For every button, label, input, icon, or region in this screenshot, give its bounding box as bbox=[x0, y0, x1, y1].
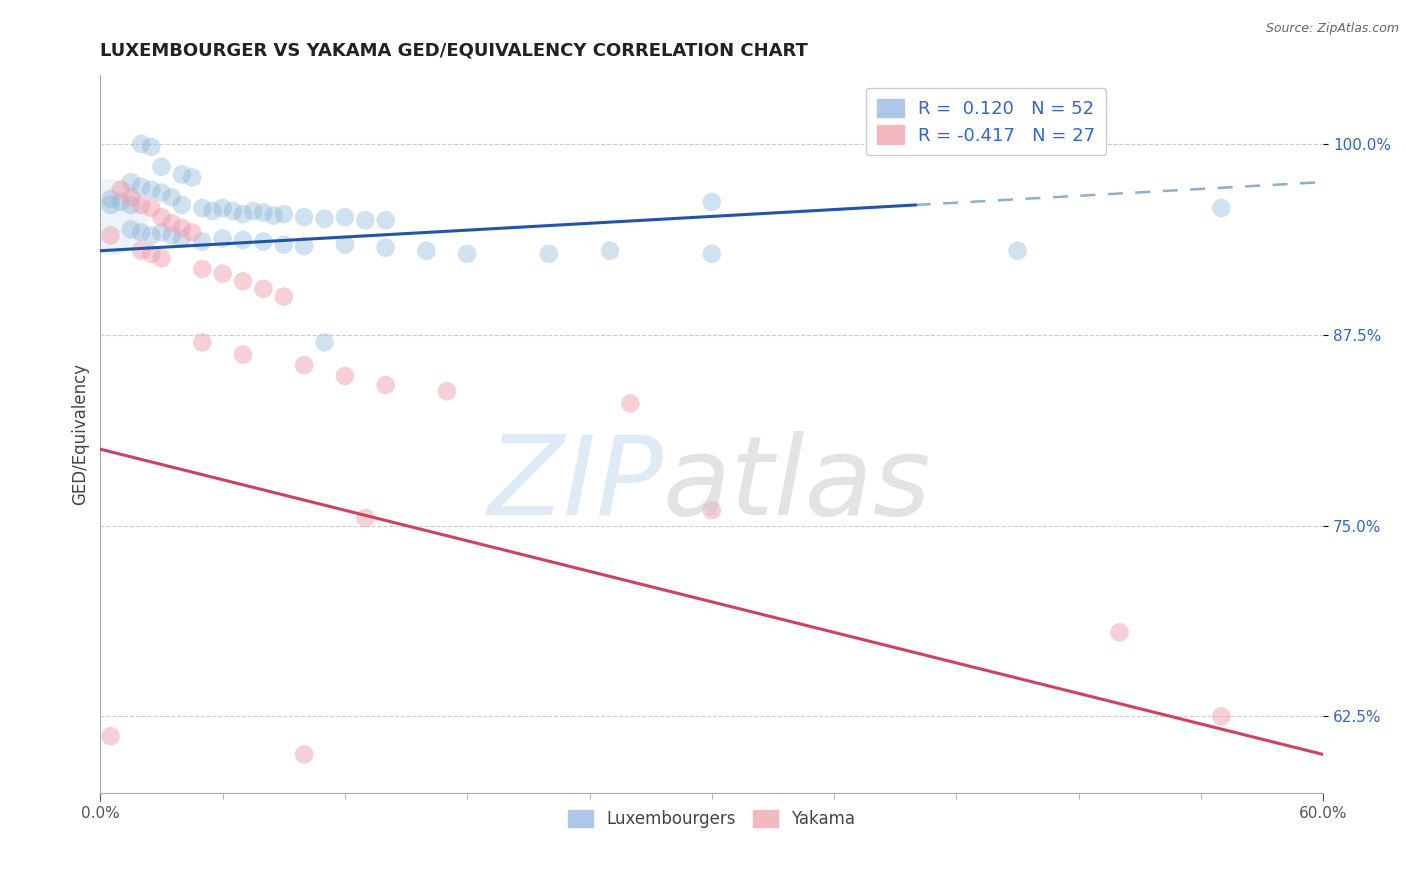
Point bbox=[619, 396, 641, 410]
Point bbox=[1211, 201, 1233, 215]
Point bbox=[170, 220, 193, 235]
Point bbox=[150, 186, 173, 200]
Point bbox=[354, 511, 377, 525]
Point bbox=[333, 368, 356, 383]
Point bbox=[141, 183, 163, 197]
Point bbox=[191, 235, 214, 249]
Point bbox=[120, 190, 142, 204]
Point bbox=[129, 136, 152, 151]
Point bbox=[100, 729, 122, 743]
Point bbox=[211, 201, 233, 215]
Point bbox=[170, 198, 193, 212]
Point bbox=[374, 378, 396, 392]
Point bbox=[1108, 625, 1130, 640]
Point bbox=[150, 226, 173, 240]
Point bbox=[150, 210, 173, 224]
Point bbox=[333, 237, 356, 252]
Point bbox=[252, 205, 274, 219]
Point bbox=[100, 210, 122, 224]
Point bbox=[129, 226, 152, 240]
Point bbox=[314, 335, 336, 350]
Point bbox=[211, 231, 233, 245]
Point bbox=[252, 282, 274, 296]
Point bbox=[263, 209, 285, 223]
Point bbox=[160, 228, 183, 243]
Text: LUXEMBOURGER VS YAKAMA GED/EQUIVALENCY CORRELATION CHART: LUXEMBOURGER VS YAKAMA GED/EQUIVALENCY C… bbox=[100, 42, 808, 60]
Point bbox=[292, 747, 315, 762]
Point bbox=[436, 384, 458, 399]
Point bbox=[292, 210, 315, 224]
Point bbox=[252, 235, 274, 249]
Point bbox=[110, 183, 132, 197]
Point bbox=[700, 503, 723, 517]
Point bbox=[314, 211, 336, 226]
Point bbox=[273, 207, 295, 221]
Point bbox=[374, 213, 396, 227]
Point bbox=[292, 358, 315, 372]
Point bbox=[120, 222, 142, 236]
Point bbox=[537, 247, 560, 261]
Point bbox=[181, 226, 204, 240]
Point bbox=[110, 194, 132, 209]
Point bbox=[181, 170, 204, 185]
Point bbox=[191, 201, 214, 215]
Point bbox=[232, 207, 254, 221]
Point bbox=[1211, 709, 1233, 723]
Point bbox=[599, 244, 621, 258]
Point bbox=[120, 198, 142, 212]
Point bbox=[201, 204, 224, 219]
Point bbox=[160, 190, 183, 204]
Point bbox=[129, 179, 152, 194]
Point bbox=[160, 216, 183, 230]
Point bbox=[232, 347, 254, 361]
Point bbox=[222, 204, 245, 219]
Point bbox=[170, 231, 193, 245]
Point bbox=[242, 204, 264, 219]
Point bbox=[700, 247, 723, 261]
Text: atlas: atlas bbox=[662, 431, 932, 538]
Point bbox=[100, 228, 122, 243]
Point bbox=[170, 168, 193, 182]
Point bbox=[273, 237, 295, 252]
Point bbox=[211, 267, 233, 281]
Point bbox=[273, 289, 295, 303]
Point bbox=[191, 335, 214, 350]
Point bbox=[141, 247, 163, 261]
Point bbox=[150, 252, 173, 266]
Point bbox=[150, 160, 173, 174]
Point bbox=[700, 194, 723, 209]
Point bbox=[1007, 244, 1029, 258]
Point bbox=[141, 140, 163, 154]
Point bbox=[141, 228, 163, 243]
Point bbox=[100, 192, 122, 206]
Point bbox=[100, 198, 122, 212]
Point bbox=[415, 244, 437, 258]
Legend: Luxembourgers, Yakama: Luxembourgers, Yakama bbox=[562, 803, 862, 835]
Point bbox=[354, 213, 377, 227]
Point bbox=[456, 247, 478, 261]
Point bbox=[120, 175, 142, 189]
Text: Source: ZipAtlas.com: Source: ZipAtlas.com bbox=[1265, 22, 1399, 36]
Text: ZIP: ZIP bbox=[486, 431, 662, 538]
Point bbox=[374, 241, 396, 255]
Point bbox=[333, 210, 356, 224]
Point bbox=[141, 201, 163, 215]
Point bbox=[292, 239, 315, 253]
Point bbox=[232, 274, 254, 288]
Point bbox=[191, 262, 214, 277]
Point bbox=[129, 198, 152, 212]
Y-axis label: GED/Equivalency: GED/Equivalency bbox=[72, 363, 89, 505]
Point bbox=[129, 244, 152, 258]
Point bbox=[232, 233, 254, 247]
